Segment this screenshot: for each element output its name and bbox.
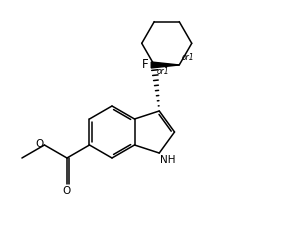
Text: or1: or1 [181,53,194,62]
Polygon shape [151,62,179,68]
Text: or1: or1 [156,67,169,76]
Text: O: O [63,186,71,196]
Text: F: F [142,59,148,72]
Text: NH: NH [160,155,176,165]
Text: O: O [35,139,43,149]
